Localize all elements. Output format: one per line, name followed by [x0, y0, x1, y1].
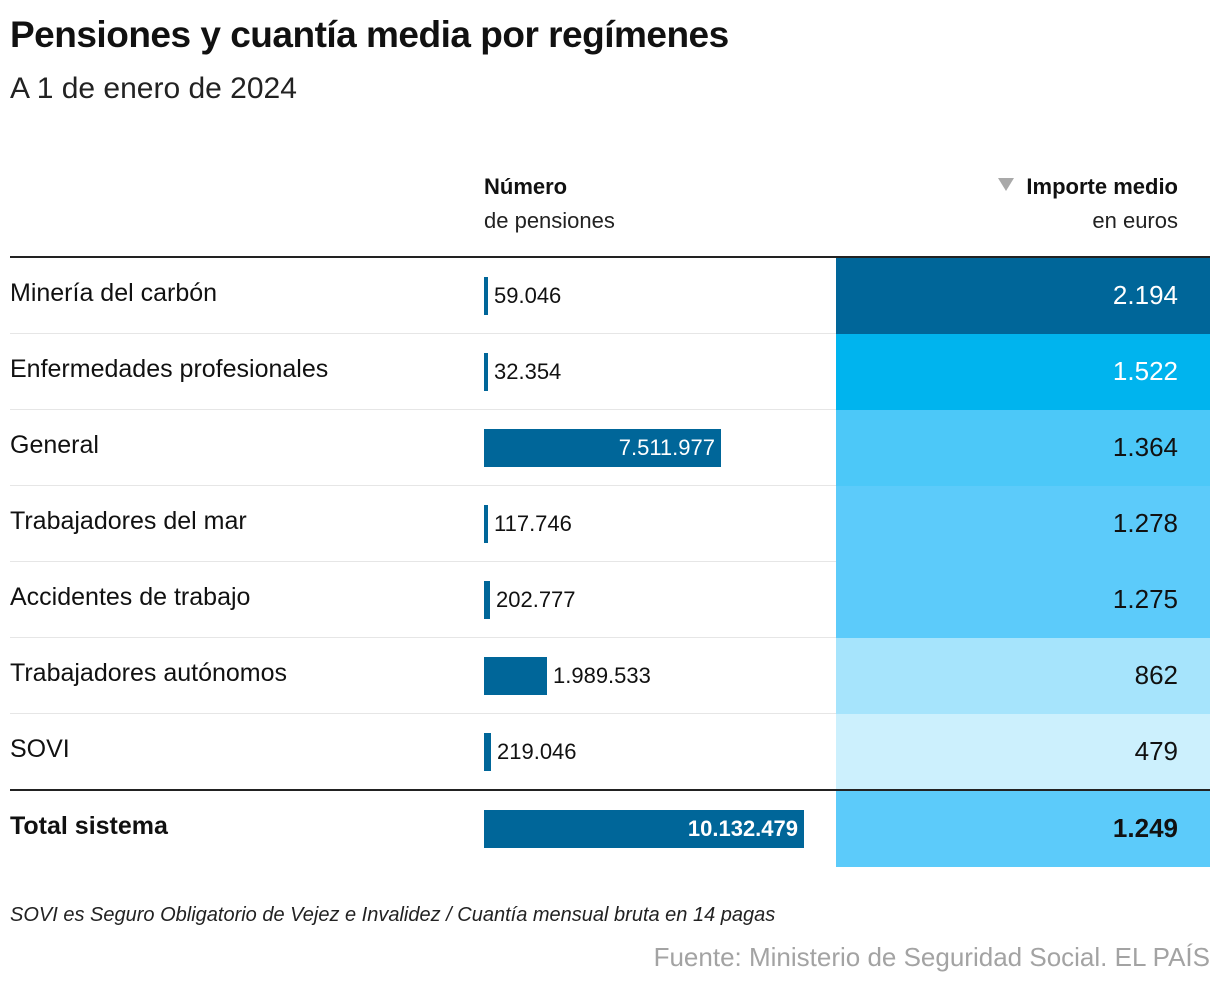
- total-label: Total sistema: [10, 812, 168, 840]
- row-label: General: [10, 431, 99, 459]
- amount-cell: [836, 562, 1210, 638]
- count-bar: [484, 581, 490, 619]
- row-label: Accidentes de trabajo: [10, 583, 251, 611]
- row-divider: [10, 561, 836, 562]
- row-divider: [10, 485, 836, 486]
- count-value: 202.777: [496, 587, 576, 612]
- amount-value: 1.522: [1112, 356, 1178, 386]
- row-divider: [10, 333, 836, 334]
- column-header-number-subtitle: de pensiones: [484, 208, 615, 233]
- count-bar: [484, 277, 488, 315]
- count-bar: [484, 505, 488, 543]
- amount-cell: [836, 486, 1210, 562]
- row-divider: [10, 713, 836, 714]
- footnote: SOVI es Seguro Obligatorio de Vejez e In…: [10, 904, 776, 926]
- table-top-rule: [10, 256, 1210, 258]
- count-bar: [484, 353, 488, 391]
- amount-value: 2.194: [1112, 280, 1178, 310]
- column-header-amount-subtitle: en euros: [1092, 208, 1178, 233]
- amount-value: 479: [1134, 736, 1178, 766]
- source-credit: Fuente: Ministerio de Seguridad Social. …: [653, 942, 1210, 972]
- count-value: 219.046: [497, 739, 577, 764]
- count-value: 7.511.977: [618, 435, 715, 460]
- chart-title: Pensiones y cuantía media por regímenes: [10, 14, 729, 55]
- amount-cell: [836, 410, 1210, 486]
- total-rule: [10, 789, 1210, 791]
- amount-value: 1.364: [1112, 432, 1178, 462]
- count-value: 1.989.533: [553, 663, 651, 688]
- row-divider: [10, 637, 836, 638]
- row-label: Trabajadores del mar: [10, 507, 247, 535]
- amount-cell: [836, 791, 1210, 867]
- amount-cell: [836, 334, 1210, 410]
- row-divider: [10, 409, 836, 410]
- amount-cell: [836, 714, 1210, 790]
- triangle-down-icon[interactable]: [998, 178, 1015, 191]
- column-header-amount[interactable]: Importe medio en euros: [998, 170, 1178, 238]
- amount-value: 1.278: [1112, 508, 1178, 538]
- amount-cell: [836, 258, 1210, 334]
- amount-value: 1.275: [1112, 584, 1178, 614]
- count-value: 32.354: [494, 359, 562, 384]
- row-label: Enfermedades profesionales: [10, 355, 329, 383]
- count-value: 10.132.479: [687, 816, 798, 841]
- amount-value: 1.249: [1112, 813, 1178, 843]
- amount-cell: [836, 638, 1210, 714]
- count-value: 117.746: [494, 511, 572, 536]
- count-value: 59.046: [494, 283, 562, 308]
- count-bar: [484, 733, 491, 771]
- chart-subtitle: A 1 de enero de 2024: [10, 72, 297, 105]
- column-header-number: Número de pensiones: [484, 170, 615, 238]
- amount-value: 862: [1134, 660, 1178, 690]
- row-label: Trabajadores autónomos: [10, 659, 288, 687]
- count-bar: [484, 429, 721, 467]
- count-bar: [484, 810, 804, 848]
- column-header-amount-title: Importe medio: [1026, 174, 1178, 199]
- row-label: SOVI: [10, 735, 70, 763]
- row-label: Minería del carbón: [10, 279, 218, 307]
- count-bar: [484, 657, 547, 695]
- column-header-number-title: Número: [484, 174, 568, 199]
